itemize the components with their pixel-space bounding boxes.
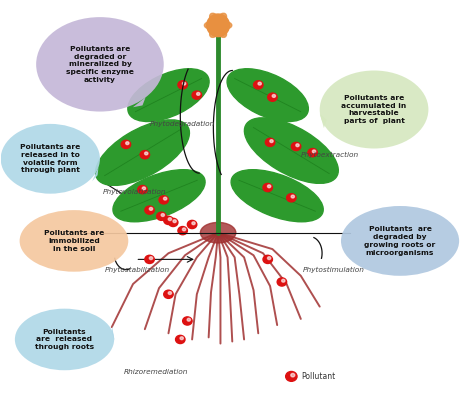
Circle shape bbox=[267, 185, 271, 188]
Circle shape bbox=[140, 150, 150, 159]
Circle shape bbox=[192, 222, 195, 225]
Ellipse shape bbox=[96, 120, 190, 185]
Text: Pollutant: Pollutant bbox=[302, 372, 336, 381]
Ellipse shape bbox=[210, 29, 218, 37]
Ellipse shape bbox=[201, 222, 236, 243]
Circle shape bbox=[277, 278, 287, 286]
Circle shape bbox=[164, 290, 173, 298]
Text: Rhizoremediation: Rhizoremediation bbox=[124, 369, 188, 375]
Text: Pollutants
are  released
through roots: Pollutants are released through roots bbox=[35, 329, 94, 350]
Circle shape bbox=[292, 143, 301, 150]
Circle shape bbox=[272, 94, 275, 97]
Circle shape bbox=[192, 91, 201, 99]
Circle shape bbox=[142, 187, 146, 190]
Circle shape bbox=[145, 152, 148, 155]
Circle shape bbox=[258, 82, 261, 85]
Circle shape bbox=[254, 81, 263, 89]
Ellipse shape bbox=[36, 17, 164, 112]
Circle shape bbox=[268, 93, 277, 101]
Circle shape bbox=[138, 185, 147, 194]
Circle shape bbox=[126, 142, 129, 145]
Circle shape bbox=[187, 220, 197, 229]
Ellipse shape bbox=[218, 13, 227, 22]
Circle shape bbox=[296, 144, 299, 147]
Ellipse shape bbox=[227, 69, 309, 122]
Text: Phytovolatization: Phytovolatization bbox=[102, 189, 166, 195]
Circle shape bbox=[187, 318, 191, 321]
Text: Pollutants  are
degraded by
growing roots or
microorganisms: Pollutants are degraded by growing roots… bbox=[365, 226, 436, 255]
Circle shape bbox=[178, 81, 187, 89]
Circle shape bbox=[173, 220, 176, 222]
Ellipse shape bbox=[15, 309, 114, 370]
Circle shape bbox=[159, 196, 168, 204]
Circle shape bbox=[149, 207, 153, 210]
Text: Pollutants are
immobilized
in the soil: Pollutants are immobilized in the soil bbox=[44, 230, 104, 252]
Circle shape bbox=[182, 317, 192, 325]
Text: Phytostimulation: Phytostimulation bbox=[303, 267, 365, 273]
Polygon shape bbox=[320, 114, 327, 128]
Circle shape bbox=[270, 140, 273, 143]
Circle shape bbox=[168, 292, 172, 295]
Circle shape bbox=[287, 194, 296, 202]
Circle shape bbox=[182, 228, 186, 231]
Ellipse shape bbox=[113, 170, 205, 222]
Circle shape bbox=[282, 279, 285, 282]
Ellipse shape bbox=[19, 210, 128, 272]
Circle shape bbox=[121, 140, 131, 148]
Circle shape bbox=[168, 218, 172, 220]
Text: Phytodegradation: Phytodegradation bbox=[150, 121, 215, 127]
Text: Phytoextraction: Phytoextraction bbox=[301, 152, 359, 158]
Ellipse shape bbox=[207, 14, 229, 37]
Circle shape bbox=[197, 92, 200, 95]
Circle shape bbox=[175, 335, 185, 344]
Circle shape bbox=[312, 150, 316, 153]
Ellipse shape bbox=[319, 70, 428, 148]
Ellipse shape bbox=[0, 124, 100, 194]
Circle shape bbox=[265, 138, 275, 146]
Circle shape bbox=[308, 148, 318, 157]
Polygon shape bbox=[92, 168, 99, 181]
Circle shape bbox=[263, 255, 273, 264]
Ellipse shape bbox=[204, 22, 215, 28]
Circle shape bbox=[164, 197, 167, 200]
Circle shape bbox=[263, 183, 273, 192]
Circle shape bbox=[164, 216, 173, 225]
Ellipse shape bbox=[231, 170, 323, 222]
Polygon shape bbox=[112, 326, 115, 340]
Circle shape bbox=[182, 82, 186, 85]
Text: Pollutants are
accumulated in
harvestable
parts of  plant: Pollutants are accumulated in harvestabl… bbox=[341, 95, 407, 124]
Circle shape bbox=[156, 212, 166, 220]
Text: Phytostabilization: Phytostabilization bbox=[105, 267, 170, 273]
Circle shape bbox=[145, 206, 155, 214]
Circle shape bbox=[180, 337, 183, 339]
Circle shape bbox=[161, 213, 164, 216]
Ellipse shape bbox=[218, 29, 227, 37]
Ellipse shape bbox=[221, 22, 232, 28]
Ellipse shape bbox=[128, 69, 209, 122]
Text: Pollutants are
released in to
volatile form
through plant: Pollutants are released in to volatile f… bbox=[20, 144, 81, 173]
Circle shape bbox=[178, 227, 187, 235]
Circle shape bbox=[149, 257, 153, 260]
Ellipse shape bbox=[210, 13, 218, 22]
Ellipse shape bbox=[245, 118, 338, 183]
Circle shape bbox=[267, 257, 271, 260]
Circle shape bbox=[286, 372, 297, 382]
Circle shape bbox=[291, 195, 294, 198]
Circle shape bbox=[291, 373, 295, 377]
Polygon shape bbox=[133, 97, 146, 107]
Circle shape bbox=[168, 218, 178, 227]
Ellipse shape bbox=[341, 206, 459, 276]
Circle shape bbox=[145, 255, 155, 264]
Text: Pollutants are
degraded or
mineralized by
specific enzyme
activity: Pollutants are degraded or mineralized b… bbox=[66, 46, 134, 83]
